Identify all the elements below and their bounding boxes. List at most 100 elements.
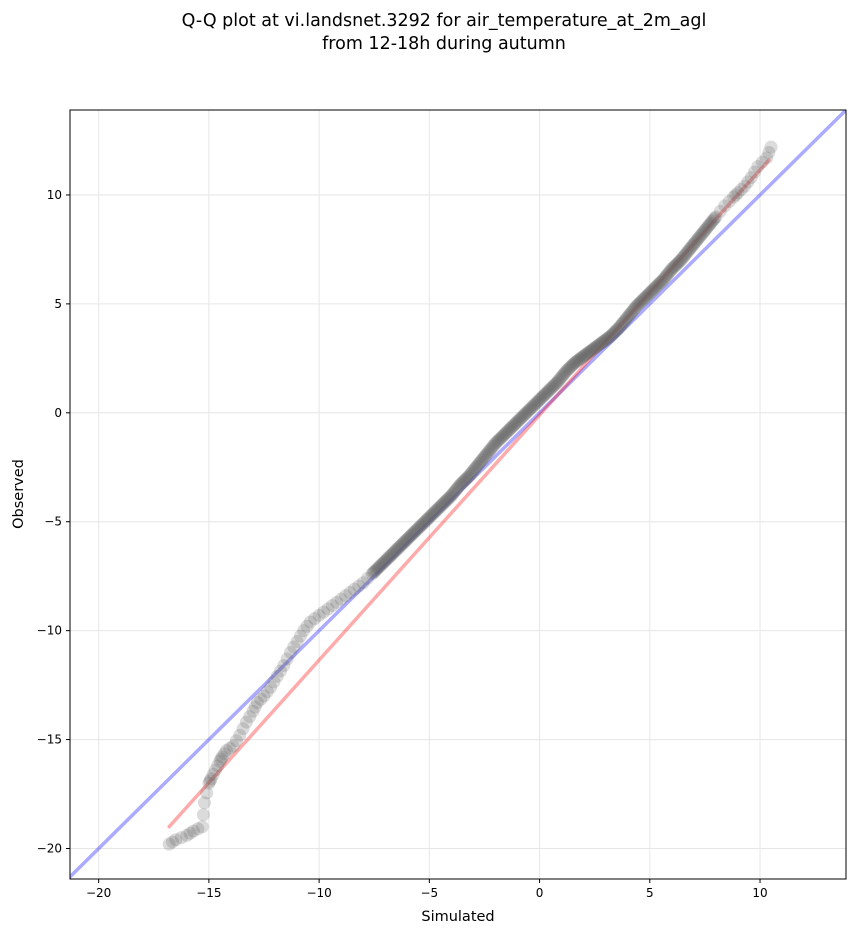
quantile-point <box>657 271 671 285</box>
quantile-point <box>487 438 501 452</box>
quantile-point <box>531 394 545 408</box>
quantile-point <box>196 808 210 822</box>
quantile-point <box>297 624 311 638</box>
quantile-point <box>558 366 572 380</box>
quantile-point <box>280 652 294 666</box>
quantile-point <box>260 685 274 699</box>
quantile-point <box>526 399 540 413</box>
quantile-point <box>425 507 439 521</box>
quantile-point <box>535 390 549 404</box>
quantile-point <box>248 700 262 714</box>
quantile-point <box>330 595 344 609</box>
quantile-point <box>384 548 398 562</box>
quantile-point <box>662 265 676 279</box>
quantile-point <box>563 361 577 375</box>
quantile-point <box>243 710 257 724</box>
quantile-point <box>414 518 428 532</box>
quantile-point <box>398 535 412 549</box>
quantile-point <box>698 224 712 238</box>
quantile-point <box>497 428 511 442</box>
x-tick-label: −20 <box>86 886 111 900</box>
quantile-point <box>494 431 508 445</box>
quantile-point <box>481 446 495 460</box>
quantile-point <box>365 567 379 581</box>
quantile-point <box>492 433 506 447</box>
quantile-point <box>544 382 558 396</box>
quantile-point <box>417 516 431 530</box>
quantile-point <box>706 213 720 227</box>
quantile-point <box>656 273 670 287</box>
quantile-point <box>424 509 438 523</box>
quantile-point <box>637 292 651 306</box>
quantile-point <box>570 354 584 368</box>
quantile-point <box>438 495 452 509</box>
quantile-point <box>685 239 699 253</box>
quantile-point <box>454 476 468 490</box>
quantile-point <box>626 304 640 318</box>
quantile-point <box>676 250 690 264</box>
plot-frame <box>69 109 847 880</box>
x-tick-label: 10 <box>752 886 767 900</box>
quantile-point <box>528 398 542 412</box>
quantile-point <box>368 565 382 579</box>
quantile-point <box>621 310 635 324</box>
quantile-point <box>625 305 639 319</box>
quantile-point <box>551 374 565 388</box>
quantile-point <box>162 837 176 851</box>
quantile-point <box>457 474 471 488</box>
quantile-point <box>395 537 409 551</box>
quantile-point <box>541 384 555 398</box>
quantile-point <box>599 332 613 346</box>
quantile-point <box>684 241 698 255</box>
quantile-point <box>236 722 250 736</box>
y-tick-label: 5 <box>54 297 62 311</box>
quantile-point <box>432 501 446 515</box>
quantile-point <box>632 297 646 311</box>
quantile-point <box>633 295 647 309</box>
quantile-point <box>277 659 291 673</box>
quantile-point <box>533 393 547 407</box>
quantile-point <box>458 473 472 487</box>
quantile-point <box>579 347 593 361</box>
quantile-point <box>501 424 515 438</box>
quantile-point <box>580 346 594 360</box>
quantile-point <box>612 321 626 335</box>
quantile-point <box>689 235 703 249</box>
quantile-point <box>598 333 612 347</box>
quantile-point <box>226 739 240 753</box>
quantile-point <box>283 645 297 659</box>
quantile-point <box>596 335 610 349</box>
quantile-point <box>536 389 550 403</box>
quantile-point <box>567 357 581 371</box>
quantile-point <box>408 525 422 539</box>
quantile-point <box>654 275 668 289</box>
quantile-point <box>366 566 380 580</box>
quantile-point <box>427 506 441 520</box>
quantile-point <box>734 183 748 197</box>
quantile-point <box>631 298 645 312</box>
quantile-point <box>270 669 284 683</box>
quantile-point <box>290 635 304 649</box>
quantile-point <box>431 502 445 516</box>
quantile-point <box>500 425 514 439</box>
quantile-point <box>577 349 591 363</box>
quantile-point <box>446 487 460 501</box>
quantile-point <box>594 336 608 350</box>
quantile-point <box>661 267 675 281</box>
quantile-point <box>385 547 399 561</box>
chart-subtitle: from 12-18h during autumn <box>322 34 566 54</box>
quantile-point <box>748 165 762 179</box>
quantile-point <box>166 835 180 849</box>
quantile-point <box>543 383 557 397</box>
quantile-point <box>695 227 709 241</box>
quantile-point <box>511 414 525 428</box>
quantile-point <box>516 409 530 423</box>
quantile-point <box>468 461 482 475</box>
quantile-point <box>575 350 589 364</box>
quantile-point <box>727 190 741 204</box>
quantile-point <box>380 552 394 566</box>
quantile-point <box>670 257 684 271</box>
quantile-point <box>465 466 479 480</box>
quantile-point <box>515 410 529 424</box>
